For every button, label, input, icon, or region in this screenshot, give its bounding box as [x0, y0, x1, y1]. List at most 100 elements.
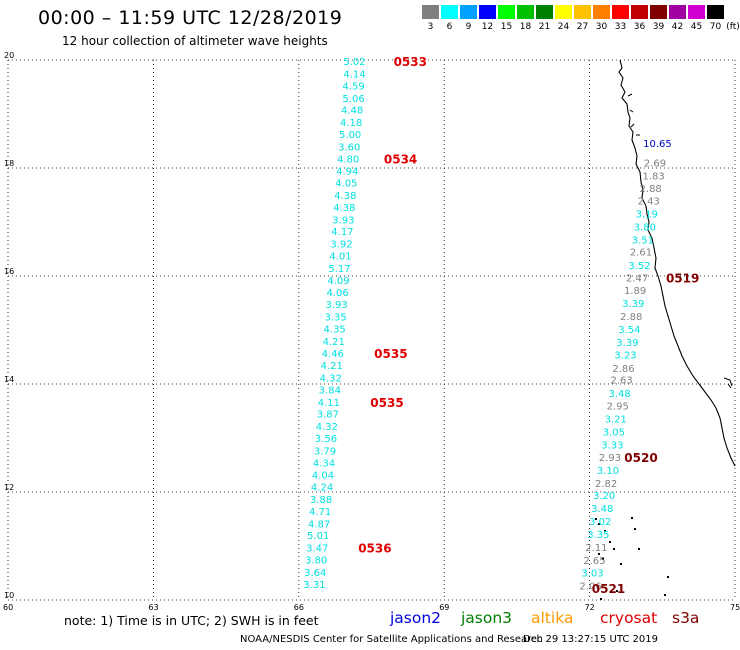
island-dot	[667, 576, 669, 578]
wave-height-value: 3.33	[601, 440, 623, 451]
wave-height-value: 2.88	[640, 184, 662, 195]
wave-height-value: 4.32	[320, 374, 342, 385]
longitude-label: 66	[293, 603, 304, 612]
latitude-label: 16	[4, 267, 15, 276]
wave-height-value: 3.80	[305, 556, 327, 567]
wave-height-value: 3.84	[319, 385, 341, 396]
wave-height-value: 3.48	[609, 389, 631, 400]
scale-swatch	[688, 5, 705, 19]
wave-height-value: 2.06	[579, 581, 601, 592]
wave-height-value: 3.93	[332, 215, 354, 226]
wave-height-value: 3.21	[605, 415, 627, 426]
wave-height-value: 5.06	[342, 94, 364, 105]
wave-height-value: 2.43	[638, 196, 660, 207]
wave-height-value: 3.39	[616, 338, 638, 349]
scale-label: 12	[481, 22, 494, 32]
wave-height-value: 3.02	[589, 517, 611, 528]
wave-height-value: 4.59	[342, 81, 364, 92]
scale-label: 9	[465, 22, 472, 32]
satellite-cryosat: cryosat	[600, 609, 658, 627]
wave-height-value: 4.21	[323, 337, 345, 348]
scale-swatch	[536, 5, 553, 19]
wave-height-value: 4.80	[337, 154, 359, 165]
wave-height-value: 5.02	[343, 57, 365, 68]
wave-height-value: 2.86	[612, 364, 634, 375]
island-dot	[595, 518, 597, 520]
scale-label: 24	[557, 22, 570, 32]
wave-height-value: 3.20	[593, 491, 615, 502]
wave-height-value: 3.05	[603, 428, 625, 439]
coast-islets	[627, 93, 733, 389]
scale-label: 33	[614, 22, 627, 32]
wave-height-value: 3.92	[330, 240, 352, 251]
generation-timestamp: Dec 29 13:27:15 UTC 2019	[523, 634, 658, 645]
latitude-label: 10	[4, 591, 15, 600]
wave-height-value: 3.51	[632, 235, 654, 246]
footer-note: note: 1) Time is in UTC; 2) SWH is in fe…	[64, 613, 319, 628]
wave-height-readings: 5.02 4.144.59 5.064.484.185.003.604.80 4.94…	[303, 57, 672, 592]
scale-label: 39	[652, 22, 665, 32]
wave-height-value: 3.80	[634, 222, 656, 233]
wave-height-value: 3.03	[581, 568, 603, 579]
wave-height-value: 10.65	[643, 139, 672, 150]
wave-height-value: 2.69	[644, 159, 666, 170]
scale-swatch	[441, 5, 458, 19]
pass-number: 0534	[384, 152, 417, 166]
scale-label: 45	[690, 22, 703, 32]
wave-height-value: 4.46	[322, 349, 344, 360]
wave-height-value: 2.82	[595, 479, 617, 490]
wave-height-value: 3.39	[622, 299, 644, 310]
wave-height-value: 4.17	[331, 227, 353, 238]
scale-swatch	[479, 5, 496, 19]
wave-height-value: 3.60	[338, 142, 360, 153]
wave-height-value: 3.56	[315, 434, 337, 445]
credit-line: NOAA/NESDIS Center for Satellite Applica…	[240, 634, 543, 645]
wave-height-value: 3.64	[304, 568, 326, 579]
wave-height-value: 1.83	[642, 172, 664, 183]
scale-label: 18	[519, 22, 532, 32]
wave-height-value: 4.21	[321, 361, 343, 372]
island-dot	[602, 558, 604, 560]
wave-height-value: 3.10	[597, 466, 619, 477]
wave-height-value: 4.18	[340, 118, 362, 129]
latitude-label: 14	[4, 375, 15, 384]
wave-height-value: 3.19	[636, 209, 658, 220]
scale-swatch	[669, 5, 686, 19]
lakshadweep-islands	[595, 517, 669, 600]
wave-height-value: 5.00	[339, 130, 361, 141]
wave-height-value: 3.79	[314, 446, 336, 457]
latitude-label: 18	[4, 159, 15, 168]
wave-height-value: 3.93	[325, 300, 347, 311]
island-dot	[600, 598, 602, 600]
scale-label: 42	[671, 22, 684, 32]
longitude-label: 69	[439, 603, 450, 612]
scale-label: 36	[633, 22, 646, 32]
wave-height-value: 4.24	[311, 483, 333, 494]
scale-swatch	[631, 5, 648, 19]
wave-height-value: 4.35	[324, 324, 346, 335]
wave-height-value: 4.48	[341, 106, 363, 117]
wave-height-value: 2.65	[583, 556, 605, 567]
scale-label: 21	[538, 22, 551, 32]
wave-height-value: 4.94	[336, 167, 358, 178]
island-dot	[634, 528, 636, 530]
satellite-jason3: jason3	[461, 609, 513, 627]
scale-unit: (ft)	[726, 22, 740, 32]
wave-height-value: 4.05	[335, 179, 357, 190]
longitude-label: 63	[148, 603, 159, 612]
wave-height-value: 3.87	[317, 410, 339, 421]
scale-swatch	[422, 5, 439, 19]
pass-number: 0533	[394, 55, 427, 69]
scale-label: 70	[709, 22, 722, 32]
scale-swatch	[498, 5, 515, 19]
wave-height-value: 5.17	[328, 264, 350, 275]
map-subtitle: 12 hour collection of altimeter wave hei…	[62, 34, 328, 48]
pass-number: 0519	[666, 272, 699, 286]
wave-height-value: 4.38	[334, 191, 356, 202]
island-dot	[598, 523, 600, 525]
wave-height-value: 3.52	[628, 261, 650, 272]
wave-height-value: 4.09	[327, 276, 349, 287]
wave-height-value: 4.14	[343, 70, 365, 81]
scale-label: 6	[446, 22, 453, 32]
scale-label: 27	[576, 22, 589, 32]
